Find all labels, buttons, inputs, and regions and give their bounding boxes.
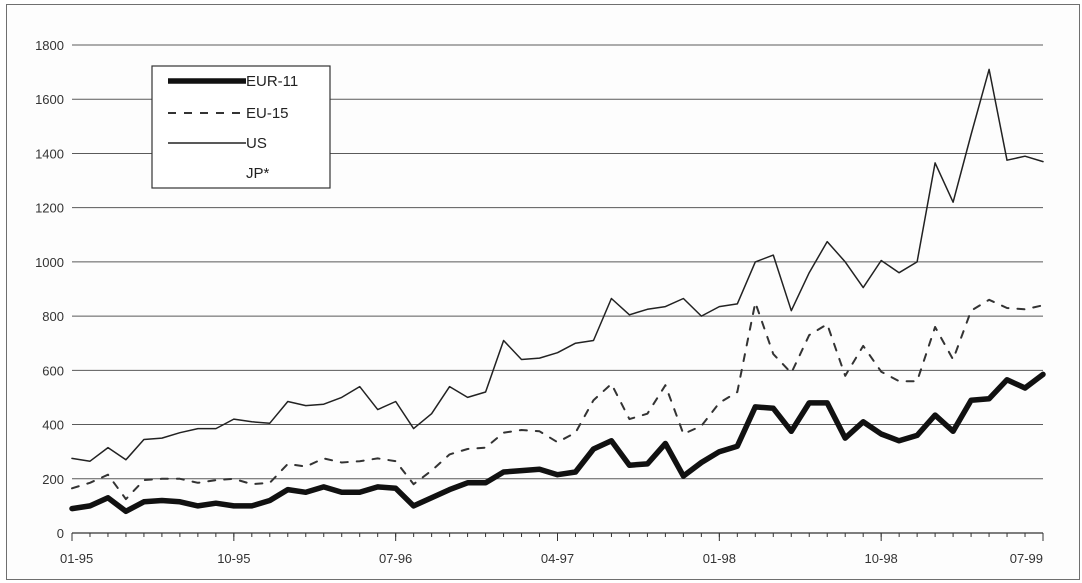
x-tick-label-04-97: 04-97 <box>541 551 574 566</box>
series-line-eur11 <box>69 371 1046 515</box>
y-tick-label-1800: 1800 <box>35 38 64 53</box>
series-lines <box>69 68 1046 515</box>
x-tick-label-01-98: 01-98 <box>703 551 736 566</box>
x-tick-label-07-99: 07-99 <box>1010 551 1043 566</box>
x-tick-label-07-96: 07-96 <box>379 551 412 566</box>
series-line-eu15 <box>71 298 1044 501</box>
y-tick-label-800: 800 <box>42 309 64 324</box>
legend-box <box>151 65 331 189</box>
legend-label-jp: JP* <box>246 165 270 182</box>
legend-label-eu15: EU-15 <box>246 105 289 122</box>
y-tick-label-1200: 1200 <box>35 201 64 216</box>
legend: EUR-11 EU-15 US JP* <box>151 65 331 189</box>
y-tick-label-1400: 1400 <box>35 146 64 161</box>
y-tick-label-200: 200 <box>42 472 64 487</box>
gridlines <box>72 44 1043 480</box>
x-axis: 01-95 10-95 07-96 04-97 01-98 10-98 07-99 <box>60 532 1044 566</box>
legend-label-eur11: EUR-11 <box>246 73 298 90</box>
series-line-us <box>71 68 1044 462</box>
x-tick-label-01-95: 01-95 <box>60 551 93 566</box>
y-tick-label-400: 400 <box>42 418 64 433</box>
y-tick-label-0: 0 <box>57 526 64 541</box>
legend-label-us: US <box>246 135 267 152</box>
y-tick-label-600: 600 <box>42 363 64 378</box>
x-tick-label-10-95: 10-95 <box>217 551 250 566</box>
y-tick-label-1600: 1600 <box>35 92 64 107</box>
y-axis-tick-labels: 0 200 400 600 800 1000 1200 1400 1600 1800 <box>35 38 64 541</box>
x-tick-label-10-98: 10-98 <box>865 551 898 566</box>
y-tick-label-1000: 1000 <box>35 255 64 270</box>
